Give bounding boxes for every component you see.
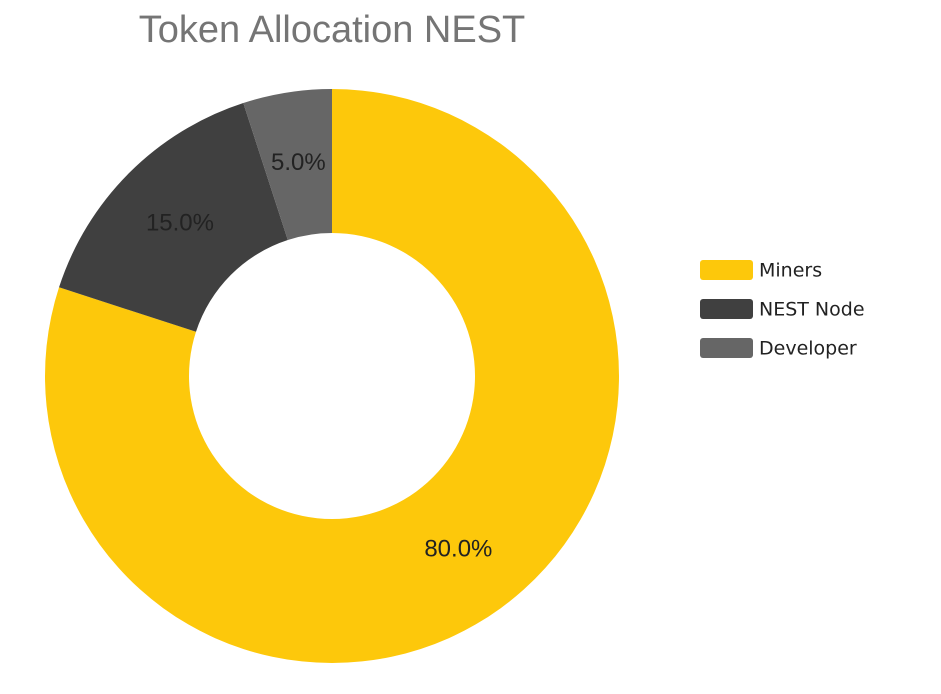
legend-swatch — [700, 338, 753, 358]
slice-label: 15.0% — [146, 209, 214, 236]
legend-label: Developer — [759, 338, 857, 360]
legend-label: NEST Node — [759, 299, 865, 321]
slice — [59, 103, 288, 332]
legend-label: Miners — [759, 260, 822, 282]
legend-swatch — [700, 299, 753, 319]
slice — [243, 89, 332, 240]
slice-label: 80.0% — [424, 535, 492, 562]
slice — [44, 89, 619, 663]
legend-swatch — [700, 260, 753, 280]
chart-title: Token Allocation NEST — [139, 9, 526, 51]
slice-label: 5.0% — [271, 149, 326, 176]
